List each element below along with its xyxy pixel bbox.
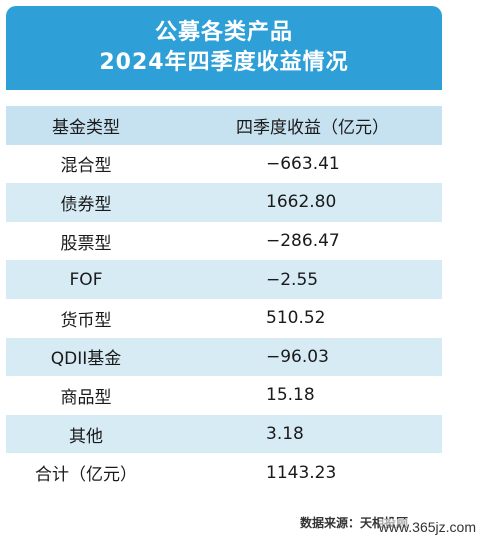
column-header-fund-type: 基金类型: [52, 117, 120, 138]
return-value-cell: 1662.80: [266, 192, 337, 213]
table-total-row: 合计（亿元） 1143.23: [6, 453, 442, 492]
total-value-cell: 1143.23: [266, 462, 337, 483]
table-row: 债券型 1662.80: [6, 183, 442, 222]
fund-type-cell: 股票型: [60, 233, 112, 254]
return-value-cell: −96.03: [266, 346, 329, 367]
table-row: 商品型 15.18: [6, 376, 442, 415]
fund-type-cell: QDII基金: [50, 349, 122, 370]
return-value-cell: 510.52: [266, 308, 326, 329]
title-banner: 公募各类产品 2024年四季度收益情况: [6, 6, 442, 90]
return-value-cell: 15.18: [266, 385, 315, 406]
fund-type-cell: 货币型: [60, 310, 112, 331]
table-row: FOF −2.55: [6, 260, 442, 299]
table-row: QDII基金 −96.03: [6, 337, 442, 377]
total-label-cell: 合计（亿元）: [35, 465, 137, 486]
column-header-q4-return: 四季度收益（亿元）: [236, 117, 389, 138]
table-row: 股票型 −286.47: [6, 222, 442, 261]
table-row: 混合型 −663.41: [6, 145, 442, 184]
fund-type-cell: 债券型: [60, 194, 112, 215]
fund-type-cell: 其他: [69, 426, 103, 447]
fund-type-cell: 混合型: [60, 156, 112, 177]
table-row: 货币型 510.52: [6, 299, 442, 338]
fund-type-cell: FOF: [69, 269, 103, 290]
title-line-2: 2024年四季度收益情况: [99, 50, 349, 75]
fund-type-cell: 商品型: [60, 387, 112, 408]
return-value-cell: −663.41: [266, 153, 340, 174]
returns-table: 基金类型 四季度收益（亿元） 混合型 −663.41 债券型 1662.80 股…: [6, 106, 442, 492]
return-value-cell: −2.55: [266, 269, 319, 290]
site-watermark: www.365jz.com: [378, 519, 476, 535]
table-row: 其他 3.18: [6, 414, 442, 454]
table-header-row: 基金类型 四季度收益（亿元）: [6, 106, 442, 145]
title-line-1: 公募各类产品: [154, 20, 293, 45]
return-value-cell: −286.47: [266, 231, 340, 252]
return-value-cell: 3.18: [266, 424, 304, 445]
